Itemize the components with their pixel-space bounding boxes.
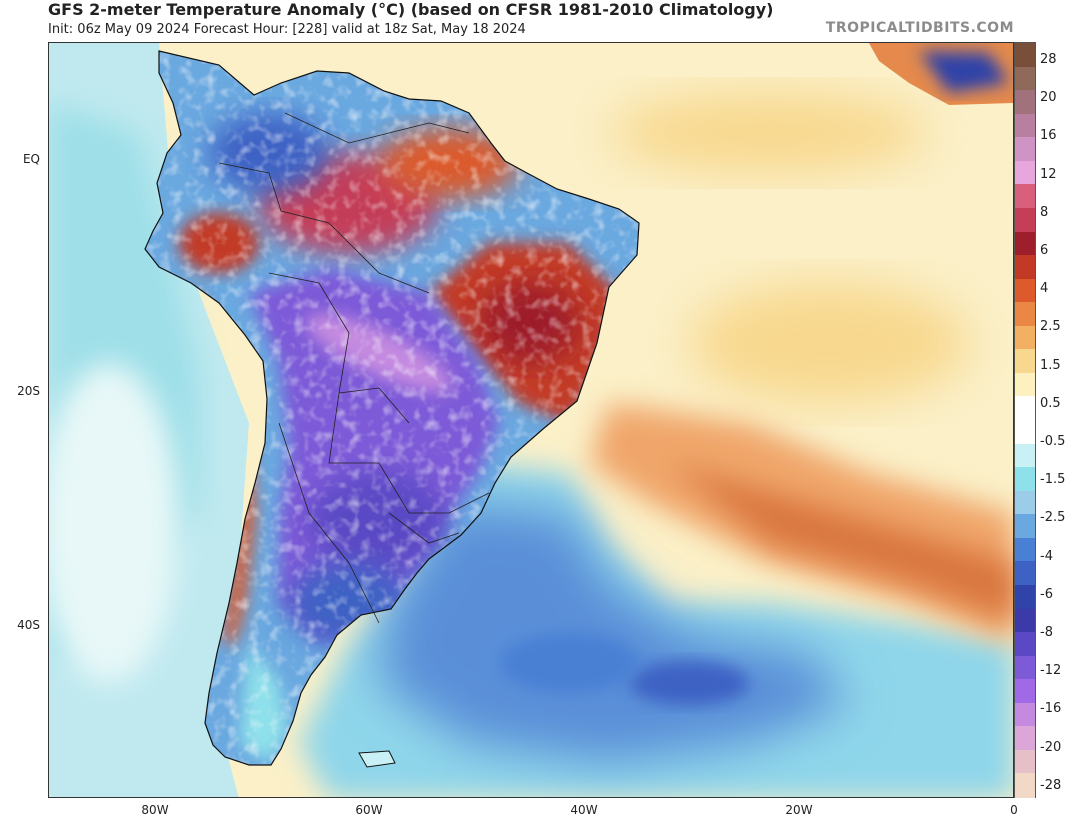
anomaly-map-graphic <box>49 43 1013 797</box>
colorbar-label: 2.5 <box>1040 319 1061 335</box>
colorbar-segment <box>1015 702 1035 727</box>
colorbar-segment <box>1015 372 1035 397</box>
colorbar-segment <box>1015 773 1035 798</box>
colorbar-segment <box>1015 632 1035 657</box>
colorbar-segment <box>1015 537 1035 562</box>
colorbar-segment <box>1015 490 1035 515</box>
x-label-20w: 20W <box>785 803 813 817</box>
colorbar-segment <box>1015 749 1035 774</box>
colorbar-label: 4 <box>1040 281 1049 297</box>
colorbar-segment <box>1015 278 1035 303</box>
colorbar-label: 20 <box>1040 90 1057 106</box>
colorbar-label: -1.5 <box>1040 472 1066 488</box>
colorbar-segment <box>1015 184 1035 209</box>
colorbar-segment <box>1015 160 1035 185</box>
colorbar-label: 28 <box>1040 52 1057 67</box>
colorbar-segment <box>1015 561 1035 586</box>
colorbar-segment <box>1015 514 1035 539</box>
colorbar-label: -12 <box>1040 663 1062 679</box>
colorbar-label: 1.5 <box>1040 357 1061 373</box>
colorbar-segment <box>1015 655 1035 680</box>
colorbar-segment <box>1015 325 1035 350</box>
map-subtitle: Init: 06z May 09 2024 Forecast Hour: [22… <box>48 22 526 37</box>
colorbar-segment <box>1015 349 1035 374</box>
colorbar-label: -16 <box>1040 701 1062 717</box>
colorbar-segment <box>1015 113 1035 138</box>
colorbar-label: -28 <box>1040 777 1062 793</box>
colorbar-label: -8 <box>1040 625 1053 640</box>
colorbar-label: -0.5 <box>1040 434 1066 449</box>
colorbar-label: 16 <box>1040 128 1057 144</box>
colorbar-label: 6 <box>1040 243 1049 258</box>
colorbar-segment <box>1015 726 1035 751</box>
colorbar-segment <box>1015 231 1035 256</box>
colorbar-segment <box>1015 90 1035 115</box>
colorbar-label: -2.5 <box>1040 510 1066 526</box>
colorbar-segment <box>1015 420 1035 445</box>
x-label-80w: 80W <box>141 803 169 817</box>
colorbar-label: 12 <box>1040 166 1057 182</box>
map-title: GFS 2-meter Temperature Anomaly (°C) (ba… <box>48 0 774 19</box>
colorbar-segment <box>1015 255 1035 280</box>
x-label-60w: 60W <box>355 803 383 817</box>
y-label-20s: 20S <box>17 384 40 398</box>
colorbar-label: -4 <box>1040 548 1053 564</box>
colorbar-segment <box>1015 443 1035 468</box>
colorbar-segment <box>1015 302 1035 327</box>
colorbar <box>1014 42 1036 798</box>
colorbar-segment <box>1015 608 1035 633</box>
brand-watermark: TROPICALTIDBITS.COM <box>825 20 1014 36</box>
y-label-40s: 40S <box>17 618 40 632</box>
colorbar-segment <box>1015 584 1035 609</box>
colorbar-segment <box>1015 43 1035 68</box>
colorbar-label: 8 <box>1040 204 1049 220</box>
colorbar-label: -20 <box>1040 739 1062 755</box>
colorbar-segment <box>1015 679 1035 704</box>
anomaly-map <box>48 42 1014 798</box>
colorbar-segment <box>1015 396 1035 421</box>
y-label-eq: EQ <box>22 152 40 166</box>
colorbar-segment <box>1015 66 1035 91</box>
colorbar-segment <box>1015 467 1035 492</box>
colorbar-label: 0.5 <box>1040 395 1061 411</box>
x-label-0: 0 <box>1010 803 1018 817</box>
colorbar-segment <box>1015 137 1035 162</box>
colorbar-segment <box>1015 207 1035 232</box>
x-label-40w: 40W <box>570 803 598 817</box>
colorbar-label: -6 <box>1040 586 1053 602</box>
